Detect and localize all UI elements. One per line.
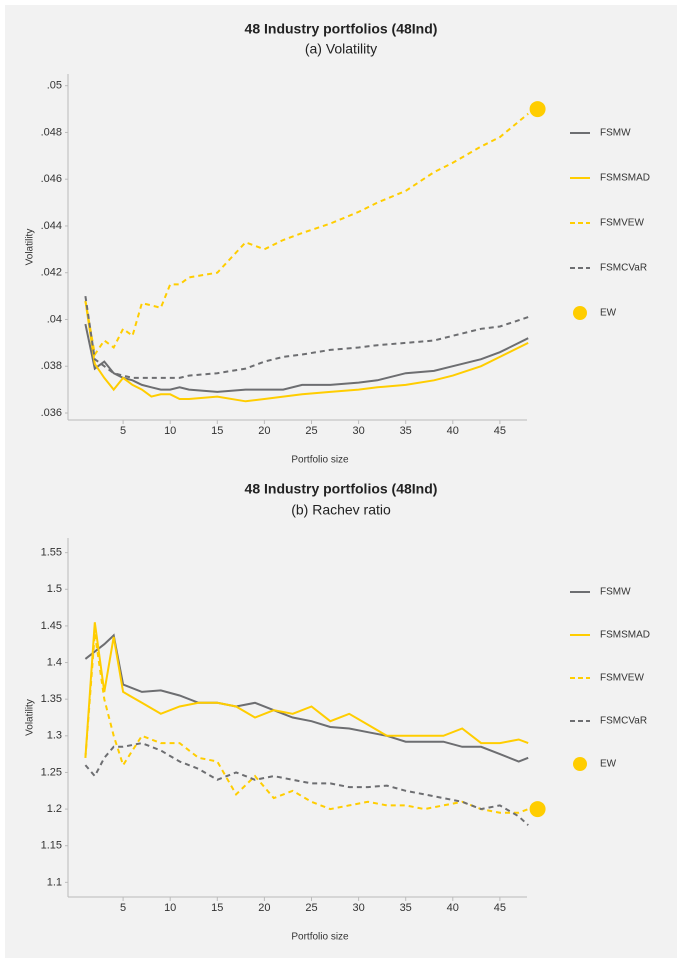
y-tick-label: 1.55 bbox=[41, 547, 62, 559]
series-line bbox=[84, 633, 529, 814]
chart-title: 48 Industry portfolios (48Ind) bbox=[245, 21, 438, 37]
x-tick-label: 20 bbox=[258, 425, 270, 437]
y-tick-label: .048 bbox=[41, 126, 62, 138]
legend-marker bbox=[573, 306, 587, 320]
ew-marker bbox=[529, 101, 546, 118]
y-tick-label: 1.25 bbox=[41, 766, 62, 778]
series-line bbox=[84, 633, 529, 763]
x-tick-label: 25 bbox=[305, 425, 317, 437]
panel-background bbox=[5, 5, 677, 958]
y-tick-label: 1.15 bbox=[41, 840, 62, 852]
x-tick-label: 25 bbox=[305, 902, 317, 914]
legend-label: FSMCVaR bbox=[600, 263, 647, 274]
x-tick-label: 20 bbox=[258, 902, 270, 914]
y-tick-label: 1.1 bbox=[47, 876, 62, 888]
series-line bbox=[84, 742, 529, 826]
x-tick-label: 10 bbox=[164, 902, 176, 914]
legend-label: FSMCVaR bbox=[600, 716, 647, 727]
ew-marker bbox=[529, 801, 546, 818]
x-tick-label: 30 bbox=[352, 902, 364, 914]
legend-label: FSMVEW bbox=[600, 218, 644, 229]
y-tick-label: 1.5 bbox=[47, 583, 62, 595]
y-tick-label: .038 bbox=[41, 360, 62, 372]
series-line bbox=[84, 300, 529, 403]
x-tick-label: 35 bbox=[400, 425, 412, 437]
y-tick-label: .042 bbox=[41, 267, 62, 279]
x-axis-label: Portfolio size bbox=[291, 455, 349, 466]
legend-label: FSMW bbox=[600, 587, 631, 598]
x-tick-label: 30 bbox=[352, 425, 364, 437]
legend-label: EW bbox=[600, 308, 617, 319]
y-tick-label: .04 bbox=[47, 313, 62, 325]
y-tick-label: 1.3 bbox=[47, 730, 62, 742]
legend-label: FSMW bbox=[600, 128, 631, 139]
x-tick-label: 45 bbox=[494, 425, 506, 437]
x-tick-label: 5 bbox=[120, 902, 126, 914]
series-line bbox=[84, 112, 529, 358]
y-axis-label: Volatility bbox=[25, 229, 36, 266]
series-line bbox=[84, 295, 529, 379]
chart-subtitle: (a) Volatility bbox=[305, 41, 377, 57]
x-axis-label: Portfolio size bbox=[291, 932, 349, 943]
y-tick-label: .036 bbox=[41, 407, 62, 419]
x-tick-label: 5 bbox=[120, 425, 126, 437]
x-tick-label: 15 bbox=[211, 425, 223, 437]
chart-title: 48 Industry portfolios (48Ind) bbox=[245, 481, 438, 497]
y-tick-label: .044 bbox=[41, 220, 62, 232]
legend-label: EW bbox=[600, 759, 617, 770]
legend-label: FSMVEW bbox=[600, 673, 644, 684]
y-tick-label: 1.2 bbox=[47, 803, 62, 815]
y-tick-label: .05 bbox=[47, 80, 62, 92]
legend-label: FSMSMAD bbox=[600, 630, 650, 641]
y-tick-label: 1.35 bbox=[41, 693, 62, 705]
chart-subtitle: (b) Rachev ratio bbox=[291, 502, 391, 518]
x-tick-label: 45 bbox=[494, 902, 506, 914]
legend-label: FSMSMAD bbox=[600, 173, 650, 184]
x-tick-label: 10 bbox=[164, 425, 176, 437]
x-tick-label: 40 bbox=[447, 902, 459, 914]
legend-marker bbox=[573, 757, 587, 771]
series-line bbox=[84, 622, 529, 758]
y-tick-label: 1.4 bbox=[47, 656, 62, 668]
x-tick-label: 40 bbox=[447, 425, 459, 437]
y-tick-label: 1.45 bbox=[41, 620, 62, 632]
y-axis-label: Volatility bbox=[25, 699, 36, 736]
x-tick-label: 15 bbox=[211, 902, 223, 914]
x-tick-label: 35 bbox=[400, 902, 412, 914]
y-tick-label: .046 bbox=[41, 173, 62, 185]
